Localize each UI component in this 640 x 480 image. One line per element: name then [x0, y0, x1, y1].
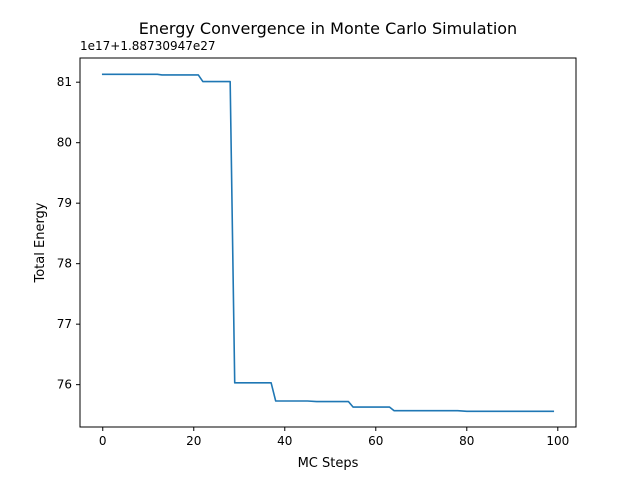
x-tick-label: 80: [459, 434, 474, 448]
y-tick-label: 78: [57, 257, 72, 271]
x-tick-label: 0: [99, 434, 107, 448]
x-tick-label: 20: [186, 434, 201, 448]
x-tick-label: 40: [277, 434, 292, 448]
plot-frame: [79, 57, 577, 428]
y-axis-label: Total Energy: [33, 202, 48, 283]
energy-series-line: [101, 73, 555, 413]
y-tick-label: 76: [57, 378, 72, 392]
y-offset-label: 1e17+1.88730947e27: [80, 39, 216, 53]
y-tick-label: 80: [57, 136, 72, 150]
chart-title: Energy Convergence in Monte Carlo Simula…: [139, 19, 517, 38]
y-tick-label: 79: [57, 196, 72, 210]
x-tick-label: 100: [546, 434, 569, 448]
y-tick-label: 77: [57, 317, 72, 331]
ticks-layer: 0 20 40 60 80 100 76 77 78 79 80 81: [57, 75, 570, 448]
series-layer: [101, 73, 555, 413]
y-tick-label: 81: [57, 75, 72, 89]
x-axis-label: MC Steps: [298, 456, 359, 471]
x-tick-label: 60: [368, 434, 383, 448]
